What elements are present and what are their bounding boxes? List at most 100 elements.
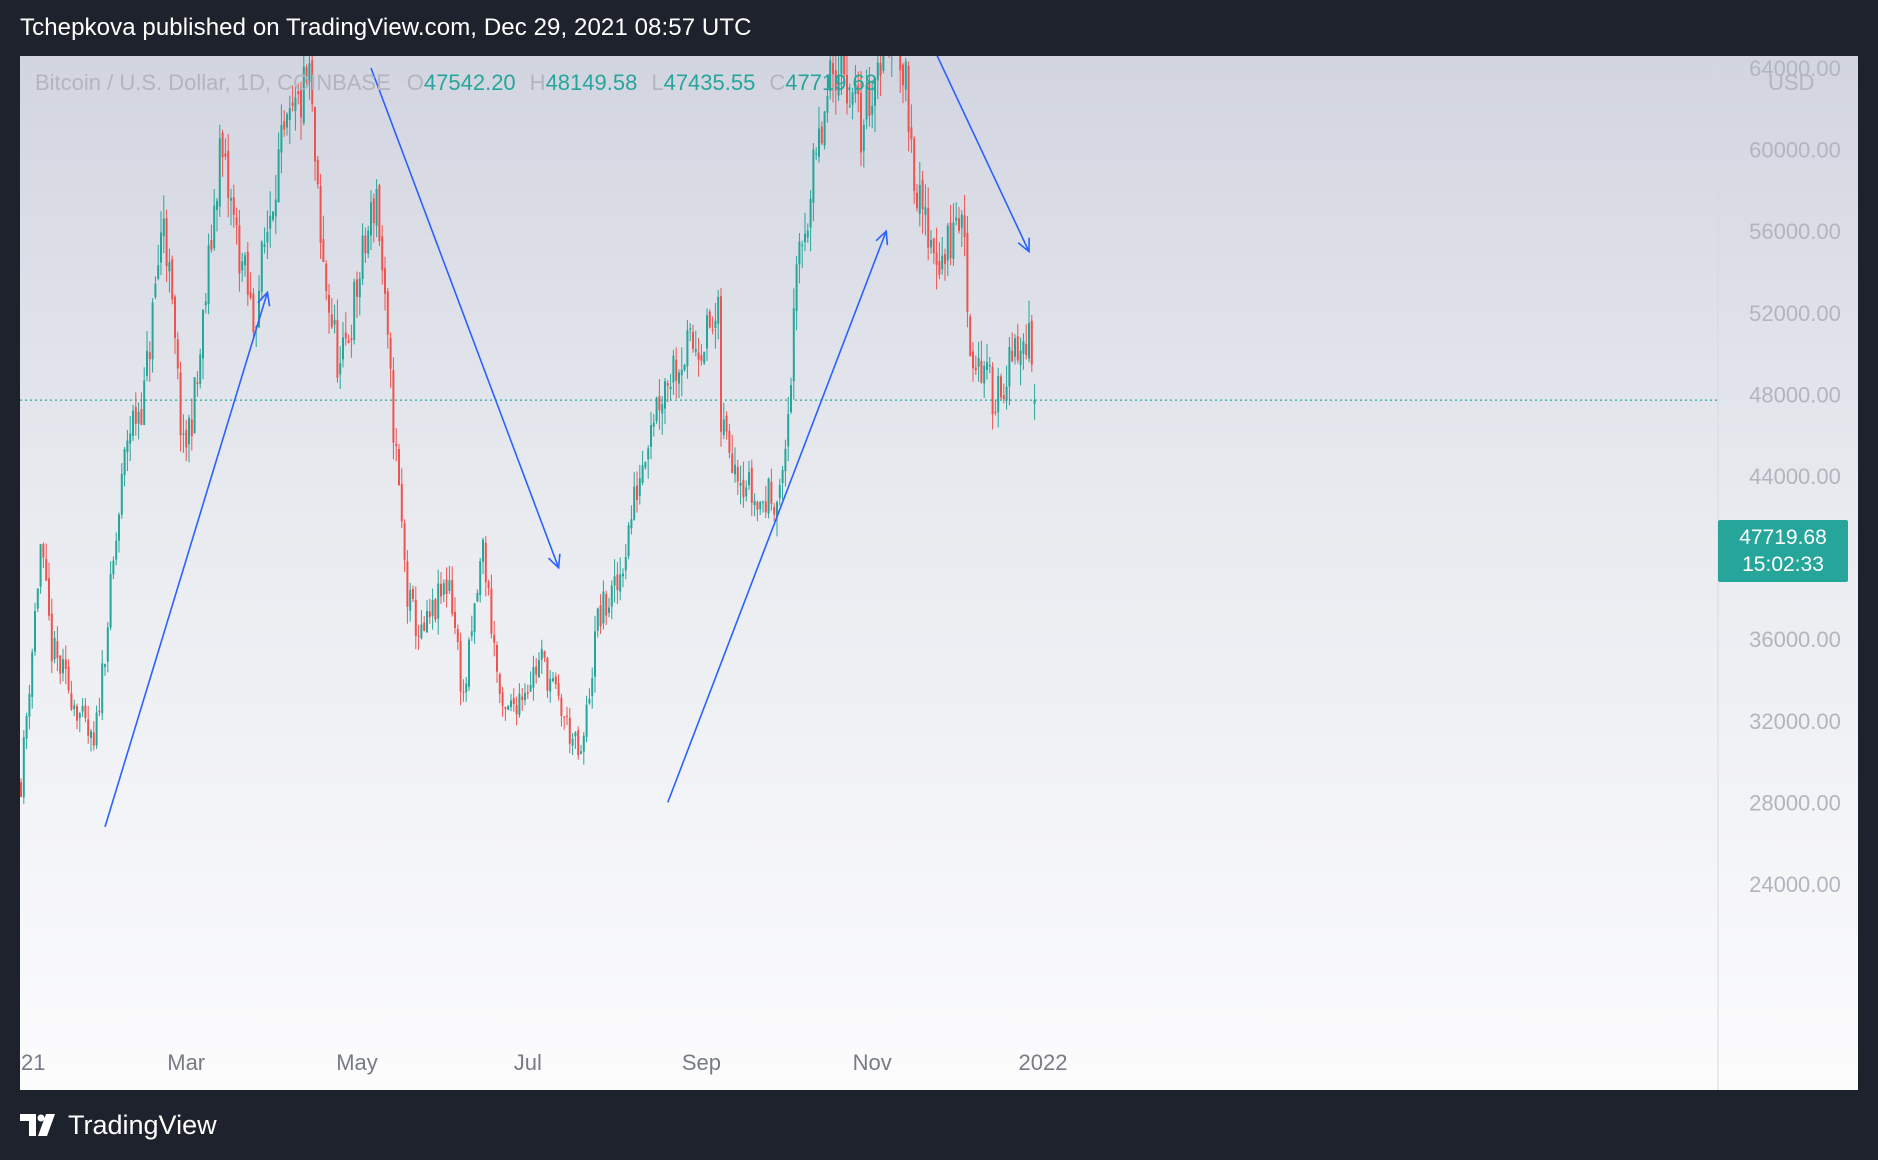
candle-body (193, 377, 196, 434)
candle (73, 699, 76, 717)
candle (31, 648, 34, 709)
candle (689, 323, 692, 342)
candle-body (941, 255, 944, 270)
candle (185, 419, 188, 461)
candle (675, 347, 678, 399)
candle (36, 588, 39, 612)
candle (406, 550, 409, 624)
candle-body (946, 225, 949, 261)
candle-body (666, 382, 669, 386)
candle (795, 256, 798, 331)
candle (123, 446, 126, 487)
candle-body (496, 645, 498, 672)
candle-body (904, 61, 907, 90)
candle-body (126, 440, 129, 452)
candle (498, 672, 501, 704)
candle-body (64, 659, 67, 670)
arrow-line (370, 67, 560, 569)
candle-body (932, 238, 935, 254)
candle (899, 56, 902, 94)
candle (624, 544, 627, 580)
candle (571, 733, 574, 756)
candle (700, 344, 703, 366)
candle-body (1005, 386, 1008, 401)
candle-body (1030, 320, 1033, 365)
candle-body (218, 138, 221, 207)
candle (767, 477, 770, 519)
trend-arrow-up (104, 290, 271, 828)
candle-body (490, 588, 493, 634)
candle (941, 236, 944, 275)
price-tick-label: 24000.00 (1749, 872, 1841, 897)
candle (664, 377, 666, 425)
candle (972, 342, 974, 382)
candle (840, 56, 843, 95)
candle-body (837, 74, 840, 96)
candle (580, 744, 582, 755)
candlestick-chart[interactable]: 68000.0064000.0060000.0056000.0052000.00… (20, 56, 1858, 1090)
candle-body (344, 332, 347, 339)
candle (510, 693, 512, 712)
candle-body (641, 465, 644, 483)
low-key: L (651, 70, 664, 95)
candle (120, 462, 123, 519)
candle-body (512, 698, 515, 705)
candle-body (518, 693, 521, 716)
candle-body (916, 192, 918, 209)
candle-body (67, 666, 70, 691)
tradingview-logo[interactable]: TradingView (20, 1110, 217, 1141)
candle-body (493, 634, 496, 643)
candle (221, 129, 224, 177)
candle (927, 187, 930, 261)
candle (921, 170, 924, 234)
candle (638, 464, 641, 505)
candle (636, 471, 638, 513)
candle-body (266, 231, 269, 243)
candle (874, 76, 876, 133)
time-tick-label: May (336, 1050, 378, 1075)
candle (45, 543, 48, 581)
candle-body (966, 232, 969, 312)
candle-body (367, 230, 370, 254)
candle-body (336, 320, 339, 378)
candle (328, 283, 330, 334)
candle-body (291, 102, 294, 106)
candle-body (210, 239, 213, 250)
candle (263, 227, 266, 254)
candle (504, 706, 507, 721)
candle (372, 193, 375, 243)
candle (140, 392, 143, 426)
candle-body (482, 539, 484, 562)
candle (762, 500, 764, 513)
candle-body (314, 107, 316, 162)
candle (106, 622, 109, 673)
candle (1028, 300, 1030, 363)
candle (644, 461, 647, 470)
candle-body (305, 67, 308, 83)
candle-body (638, 478, 641, 497)
candle (829, 56, 832, 100)
candle-body (924, 207, 927, 216)
candle-body (879, 63, 882, 76)
candle-body (498, 674, 501, 694)
candle (28, 684, 31, 730)
candle (938, 242, 941, 280)
candle (356, 271, 358, 318)
candle (398, 444, 400, 486)
candle-body (921, 179, 924, 210)
candle-body (395, 443, 398, 446)
candle-body (546, 657, 549, 691)
candle-body (767, 478, 770, 514)
candle-body (263, 244, 266, 247)
candle-body (28, 693, 31, 717)
chart-area[interactable]: 68000.0064000.0060000.0056000.0052000.00… (20, 56, 1858, 1090)
open-value: 47542.20 (423, 70, 516, 95)
candle (722, 402, 725, 440)
candle-body (118, 514, 120, 541)
candle (613, 559, 616, 603)
candle (728, 423, 731, 459)
open-key: O (406, 70, 424, 95)
candle-body (20, 782, 22, 797)
candle-body (678, 372, 680, 384)
candle-body (473, 603, 476, 632)
